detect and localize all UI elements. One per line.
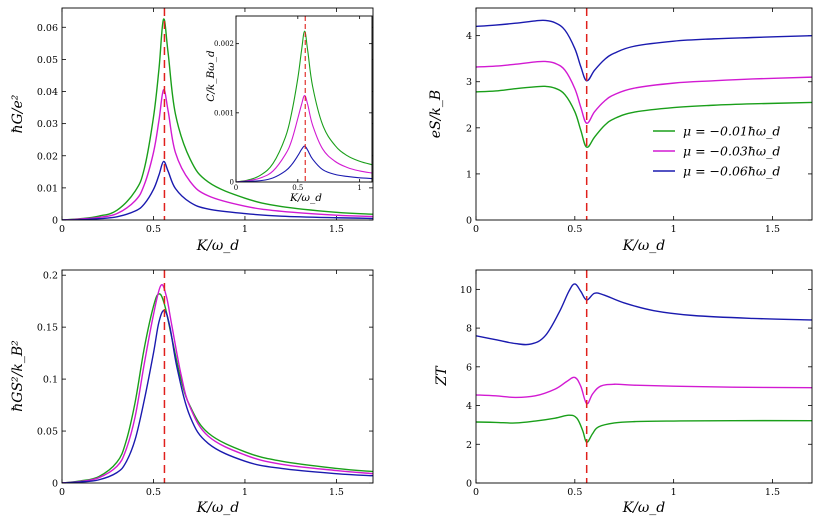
series-line-2 (236, 94, 372, 182)
y-tick-label: 0.15 (37, 323, 58, 334)
y-tick-label: 0.001 (214, 109, 234, 117)
y-tick-label: 0.05 (37, 55, 58, 66)
panel-thermopower: 0 0.5 1 1.5 0 1 2 3 4 eS/k_B K/ω_d μ = −0.01ħω_d… (428, 7, 813, 254)
y-tick-label: 0.1 (43, 375, 58, 386)
y-tick-label: 0 (230, 179, 234, 187)
panel-heat-capacity-inset: 0 0.5 1 0 0.001 0.002 C/k_Bω_d K/ω_d (205, 15, 373, 204)
series-line-2 (62, 284, 373, 483)
axes-frame (475, 269, 813, 484)
axes-frame (235, 15, 373, 183)
series-line-2 (476, 376, 812, 405)
y-tick-label: 0 (466, 216, 472, 227)
series-group (62, 18, 373, 220)
series-line-1 (62, 18, 373, 220)
x-tick-label: 0.5 (567, 224, 582, 235)
x-tick-label: 1.5 (765, 487, 780, 498)
series-line-1 (476, 85, 812, 148)
x-tick-label: 0 (473, 224, 479, 235)
plot-area-heat-capacity-inset: 0 0.5 1 0 0.001 0.002 (214, 15, 373, 192)
y-tick-label: 0 (52, 479, 58, 490)
legend-label: μ = −0.03ħω_d (683, 144, 780, 159)
axes-frame (61, 269, 374, 484)
xlabel-conductance: K/ω_d (196, 238, 240, 254)
y-tick-label: 6 (466, 362, 472, 373)
plot-area-thermopower: 0 0.5 1 1.5 0 1 2 3 4 (466, 7, 813, 235)
y-tick-label: 3 (466, 77, 472, 88)
series-group (476, 283, 812, 444)
xlabel-figure-of-merit: K/ω_d (622, 500, 666, 516)
legend-label: μ = −0.06ħω_d (683, 164, 780, 179)
legend: μ = −0.01ħω_d μ = −0.03ħω_d μ = −0.06ħω_d (653, 124, 780, 179)
legend-label: μ = −0.01ħω_d (683, 124, 780, 139)
y-tick-label: 0.002 (214, 40, 234, 48)
series-group (62, 284, 373, 483)
inset-background (236, 16, 372, 182)
x-tick-label: 1 (242, 224, 248, 235)
panel-conductance: 0 0.5 1 1.500.010.020.030.040.050.06 ħG/e² … (10, 7, 374, 254)
y-tick-label: 0.04 (37, 87, 58, 98)
series-group (476, 19, 812, 148)
y-tick-label: 2 (466, 123, 472, 134)
y-tick-label: 0.01 (37, 183, 58, 194)
x-tick-label: 1 (671, 487, 677, 498)
axes-frame (475, 7, 813, 221)
series-line-2 (476, 60, 812, 124)
y-tick-label: 0.06 (37, 23, 58, 34)
x-tick-label: 1.5 (329, 487, 344, 498)
x-tick-label: 0.5 (292, 184, 303, 192)
y-tick-label: 0 (466, 479, 472, 490)
panel-figure-of-merit: 0 0.5 1 1.5 0 2 4 6 8 10 ZT K/ω_d (434, 269, 813, 516)
y-tick-label: 0.02 (37, 151, 58, 162)
x-tick-label: 1 (242, 487, 248, 498)
y-tick-label: 0.05 (37, 427, 58, 438)
series-line-2 (62, 89, 373, 220)
y-tick-label: 2 (466, 440, 472, 451)
x-tick-label: 0 (473, 487, 479, 498)
ylabel-conductance: ħG/e² (10, 94, 26, 133)
xlabel-heat-capacity-inset: K/ω_d (289, 192, 322, 204)
y-tick-label: 8 (466, 324, 472, 335)
series-line-3 (476, 283, 812, 346)
ylabel-power-factor: ħGS²/k_B² (10, 340, 26, 412)
ylabel-figure-of-merit: ZT (434, 365, 450, 387)
x-tick-label: 0 (234, 184, 238, 192)
x-tick-label: 1.5 (329, 224, 344, 235)
ylabel-thermopower: eS/k_B (428, 90, 444, 138)
series-line-1 (236, 30, 372, 182)
plot-area-figure-of-merit: 0 0.5 1 1.5 0 2 4 6 8 10 (460, 269, 813, 498)
ylabel-heat-capacity-inset: C/k_Bω_d (205, 50, 217, 102)
y-tick-label: 0 (52, 216, 58, 227)
y-tick-label: 10 (460, 285, 472, 296)
x-tick-label: 0 (59, 224, 65, 235)
y-tick-label: 4 (466, 31, 472, 42)
x-tick-label: 0.5 (146, 224, 161, 235)
y-tick-label: 1 (466, 169, 472, 180)
series-line-3 (476, 19, 812, 82)
x-tick-label: 0.5 (146, 487, 161, 498)
x-tick-label: 1.5 (765, 224, 780, 235)
y-tick-label: 0.2 (43, 271, 58, 282)
axes-frame (61, 7, 374, 221)
y-tick-label: 4 (466, 401, 472, 412)
x-tick-label: 1 (357, 184, 361, 192)
series-line-1 (476, 414, 812, 444)
plot-area-power-factor: 0 0.5 1 1.5 0 0.05 0.1 0.15 0.2 (37, 269, 374, 498)
series-line-3 (236, 145, 372, 182)
series-line-3 (62, 160, 373, 220)
xlabel-power-factor: K/ω_d (196, 500, 240, 516)
y-tick-label: 0.03 (37, 119, 58, 130)
x-tick-label: 0 (59, 487, 65, 498)
xlabel-thermopower: K/ω_d (622, 238, 666, 254)
panel-power-factor: 0 0.5 1 1.5 0 0.05 0.1 0.15 0.2 ħGS²/k_B² K/ω_d (10, 269, 374, 516)
series-line-3 (62, 309, 373, 483)
x-tick-label: 0.5 (567, 487, 582, 498)
series-line-1 (62, 293, 373, 483)
series-group (236, 30, 372, 182)
x-tick-label: 1 (671, 224, 677, 235)
